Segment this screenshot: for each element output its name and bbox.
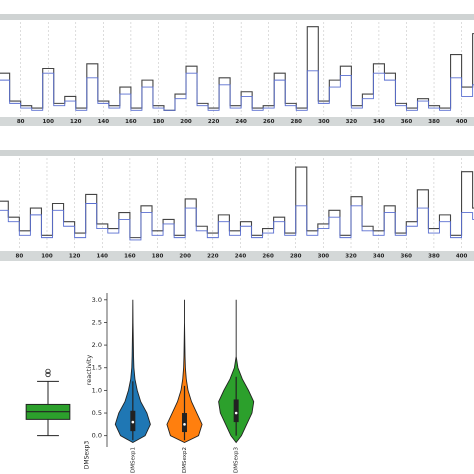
median-dot <box>234 411 238 415</box>
median-dot <box>131 420 135 424</box>
track-axis-bar <box>0 251 474 261</box>
x-tick-label: 300 <box>318 119 330 125</box>
outlier <box>45 368 51 374</box>
x-tick-label: 80 <box>16 254 24 260</box>
x-tick-label: 140 <box>98 119 110 125</box>
x-tick-label: 320 <box>346 119 358 125</box>
x-tick-label: 260 <box>263 119 275 125</box>
y-axis-label: reactivity <box>85 355 93 386</box>
x-tick-label: 120 <box>70 119 82 125</box>
x-tick-label: 100 <box>41 254 53 260</box>
x-tick-label: 400 <box>456 119 468 125</box>
track-header <box>0 14 474 20</box>
track-axis-bar <box>0 117 474 126</box>
x-tick-label: 220 <box>207 254 219 260</box>
x-tick-label: DMSexp3 <box>84 441 91 470</box>
x-tick-label: 220 <box>208 119 220 125</box>
iqr-box <box>233 399 239 423</box>
x-tick-label: 200 <box>180 119 192 125</box>
x-tick-label: DMSexp1 <box>130 447 136 473</box>
x-tick-label: 180 <box>152 254 164 260</box>
y-tick-label: 1.0 <box>92 386 102 394</box>
x-tick-label: 360 <box>401 254 413 260</box>
x-tick-label: 160 <box>124 254 136 260</box>
x-tick-label: 340 <box>373 119 385 125</box>
x-tick-label: 100 <box>42 119 54 125</box>
profile-line <box>0 166 474 239</box>
x-tick-label: 120 <box>69 254 81 260</box>
y-tick-label: 2.0 <box>92 341 102 349</box>
x-tick-label: 180 <box>153 119 165 125</box>
x-tick-label: 340 <box>373 254 385 260</box>
y-tick-label: 1.5 <box>92 364 102 372</box>
x-tick-label: 140 <box>97 254 109 260</box>
x-tick-label: DMSexp3 <box>234 447 240 474</box>
profile-line <box>0 203 474 241</box>
x-tick-label: 360 <box>401 119 413 125</box>
x-tick-label: 380 <box>428 119 440 125</box>
x-tick-label: 300 <box>318 254 330 260</box>
iqr-box <box>182 413 187 433</box>
x-tick-label: 260 <box>262 254 274 260</box>
y-tick-label: 0.5 <box>92 409 102 417</box>
violin <box>166 299 203 443</box>
y-tick-label: 0.0 <box>92 432 102 440</box>
x-tick-label: 160 <box>125 119 137 125</box>
x-tick-label: 80 <box>17 119 25 125</box>
violin <box>218 299 255 444</box>
track-header <box>0 150 474 156</box>
outlier <box>45 371 51 378</box>
x-tick-label: 240 <box>235 254 247 260</box>
x-tick-label: DMSexp2 <box>182 447 188 473</box>
y-tick-label: 3.0 <box>92 296 102 304</box>
profile-line <box>0 26 474 111</box>
x-tick-label: 400 <box>456 254 468 260</box>
x-tick-label: 380 <box>428 254 440 260</box>
x-tick-label: 280 <box>290 254 302 260</box>
x-tick-label: 240 <box>235 119 247 125</box>
y-tick-label: 2.5 <box>92 318 102 326</box>
x-tick-label: 280 <box>291 119 303 125</box>
median-dot <box>183 423 186 426</box>
x-tick-label: 200 <box>179 254 191 260</box>
profile-line <box>0 70 474 111</box>
x-tick-label: 320 <box>345 254 357 260</box>
